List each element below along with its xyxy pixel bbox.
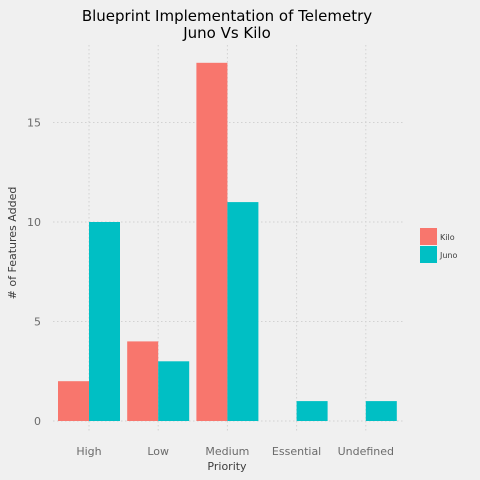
bar-juno-high (89, 222, 120, 421)
y-axis-title: # of Features Added (6, 187, 19, 300)
y-tick-label: 15 (27, 117, 41, 130)
bar-juno-undefined (365, 401, 397, 421)
legend-label-juno: Juno (439, 251, 458, 260)
chart-title-line-2: Juno Vs Kilo (182, 24, 271, 42)
legend-label-kilo: Kilo (440, 233, 455, 242)
bar-juno-low (158, 361, 190, 421)
legend: Kilo Juno (420, 228, 458, 263)
bar-juno-essential (296, 401, 328, 421)
legend-swatch-juno (420, 246, 437, 263)
bar-kilo-high (58, 381, 89, 421)
bar-kilo-low (127, 341, 159, 421)
bars (58, 62, 397, 422)
x-tick-label: Undefined (338, 445, 394, 458)
y-tick-label: 0 (34, 415, 41, 428)
x-axis-title: Priority (207, 460, 247, 473)
legend-swatch-kilo (420, 228, 437, 245)
x-axis-ticks: High Low Medium Essential Undefined (76, 445, 394, 458)
x-tick-label: Medium (205, 445, 249, 458)
y-axis-ticks: 0 5 10 15 (27, 117, 41, 429)
chart-title-line-1: Blueprint Implementation of Telemetry (82, 7, 372, 25)
y-tick-label: 10 (27, 216, 41, 229)
bar-kilo-medium (196, 62, 228, 422)
y-tick-label: 5 (34, 316, 41, 329)
x-tick-label: Essential (272, 445, 321, 458)
x-tick-label: Low (147, 445, 169, 458)
x-tick-label: High (76, 445, 101, 458)
bar-juno-medium (227, 202, 259, 421)
